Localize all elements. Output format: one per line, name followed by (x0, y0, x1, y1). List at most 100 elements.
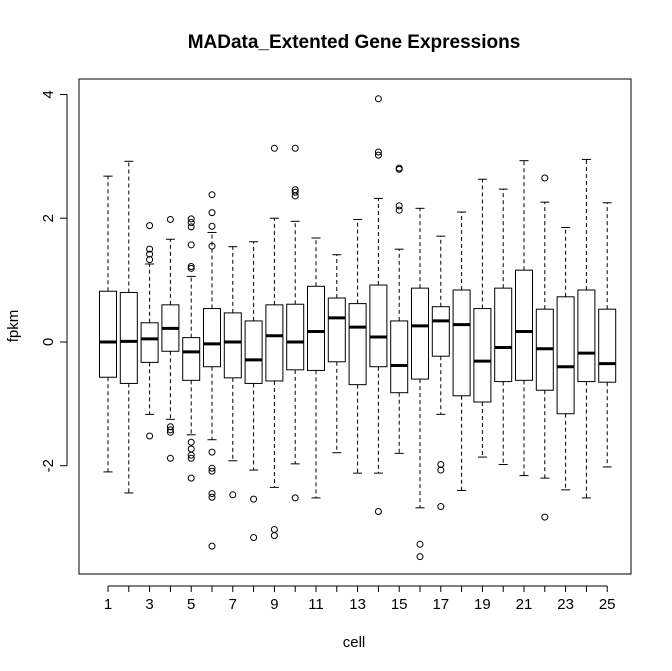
box-series (99, 95, 617, 561)
box-iqr (390, 320, 409, 394)
outlier-point (166, 426, 174, 434)
box-iqr (348, 303, 367, 386)
outlier-point (270, 525, 278, 533)
outlier-point (208, 490, 216, 498)
outlier-point (187, 454, 195, 462)
y-tick-label: 2 (40, 214, 57, 222)
outlier-point (208, 209, 216, 217)
y-tick-label: 0 (40, 338, 57, 346)
box-iqr (556, 296, 575, 415)
outlier-point (208, 448, 216, 456)
outlier-point (208, 191, 216, 199)
outlier-point (208, 464, 216, 472)
outlier-point (250, 533, 258, 541)
box-iqr (577, 289, 596, 383)
box-9 (265, 144, 284, 540)
outlier-point (208, 242, 216, 250)
outlier-point (374, 508, 382, 516)
y-axis-label: fpkm (5, 310, 22, 343)
box-2 (119, 160, 138, 494)
box-iqr (473, 308, 492, 403)
outlier-point (437, 466, 445, 474)
outlier-point (187, 474, 195, 482)
outlier-point (187, 215, 195, 223)
box-15 (390, 164, 409, 454)
outlier-point (437, 503, 445, 511)
box-iqr (307, 285, 325, 371)
outlier-point (208, 222, 216, 230)
x-axis-label: cell (343, 634, 366, 651)
x-tick-label: 5 (187, 596, 195, 613)
outlier-point (395, 165, 403, 173)
box-iqr (223, 312, 242, 379)
box-iqr (286, 303, 305, 371)
outlier-point (291, 494, 299, 502)
box-iqr (515, 269, 533, 381)
outlier-point (187, 445, 195, 453)
outlier-point (291, 188, 299, 196)
x-tick-label: 3 (145, 596, 153, 613)
y-tick-label: 4 (40, 90, 57, 98)
outlier-point (541, 174, 549, 182)
box-17 (431, 235, 450, 511)
outlier-point (166, 454, 174, 462)
box-12 (327, 254, 346, 454)
outlier-point (187, 264, 195, 272)
box-24 (577, 158, 596, 499)
outlier-point (208, 467, 216, 475)
outlier-point (374, 148, 382, 156)
box-19 (473, 178, 492, 458)
y-tick-label: -2 (40, 459, 57, 472)
box-11 (307, 237, 325, 499)
outlier-point (291, 144, 299, 152)
x-tick-label: 7 (229, 596, 237, 613)
box-6 (203, 191, 221, 550)
x-tick-label: 21 (516, 596, 533, 613)
box-13 (348, 218, 367, 474)
x-tick-label: 25 (599, 596, 616, 613)
outlier-point (541, 513, 549, 521)
x-tick-label: 23 (557, 596, 574, 613)
y-axis: -2 0 2 4 (40, 90, 68, 472)
outlier-point (146, 245, 154, 253)
box-22 (535, 174, 554, 521)
box-iqr (119, 291, 138, 384)
outlier-point (270, 532, 278, 540)
outlier-point (395, 206, 403, 214)
outlier-point (146, 222, 154, 230)
box-8 (244, 241, 263, 541)
box-iqr (244, 320, 263, 384)
box-14 (369, 95, 388, 516)
x-tick-label: 17 (432, 596, 449, 613)
outlier-point (187, 223, 195, 231)
box-18 (452, 211, 471, 491)
outlier-point (416, 540, 424, 548)
box-7 (223, 246, 242, 499)
box-5 (182, 215, 201, 482)
outlier-point (250, 495, 258, 503)
outlier-point (146, 432, 154, 440)
outlier-point (187, 451, 195, 459)
x-tick-label: 1 (104, 596, 112, 613)
box-1 (99, 175, 117, 473)
box-iqr (265, 304, 284, 382)
box-4 (161, 215, 180, 462)
outlier-point (208, 493, 216, 501)
box-21 (515, 160, 533, 477)
box-iqr (494, 287, 513, 383)
box-23 (556, 227, 575, 491)
box-iqr (327, 297, 346, 363)
outlier-point (270, 144, 278, 152)
outlier-point (187, 438, 195, 446)
box-3 (140, 222, 159, 440)
box-10 (286, 144, 305, 502)
outlier-point (187, 219, 195, 227)
outlier-point (208, 542, 216, 550)
outlier-point (291, 192, 299, 200)
outlier-point (166, 428, 174, 436)
box-iqr (431, 306, 450, 357)
outlier-point (187, 262, 195, 270)
box-iqr (203, 308, 221, 368)
x-tick-label: 9 (270, 596, 278, 613)
